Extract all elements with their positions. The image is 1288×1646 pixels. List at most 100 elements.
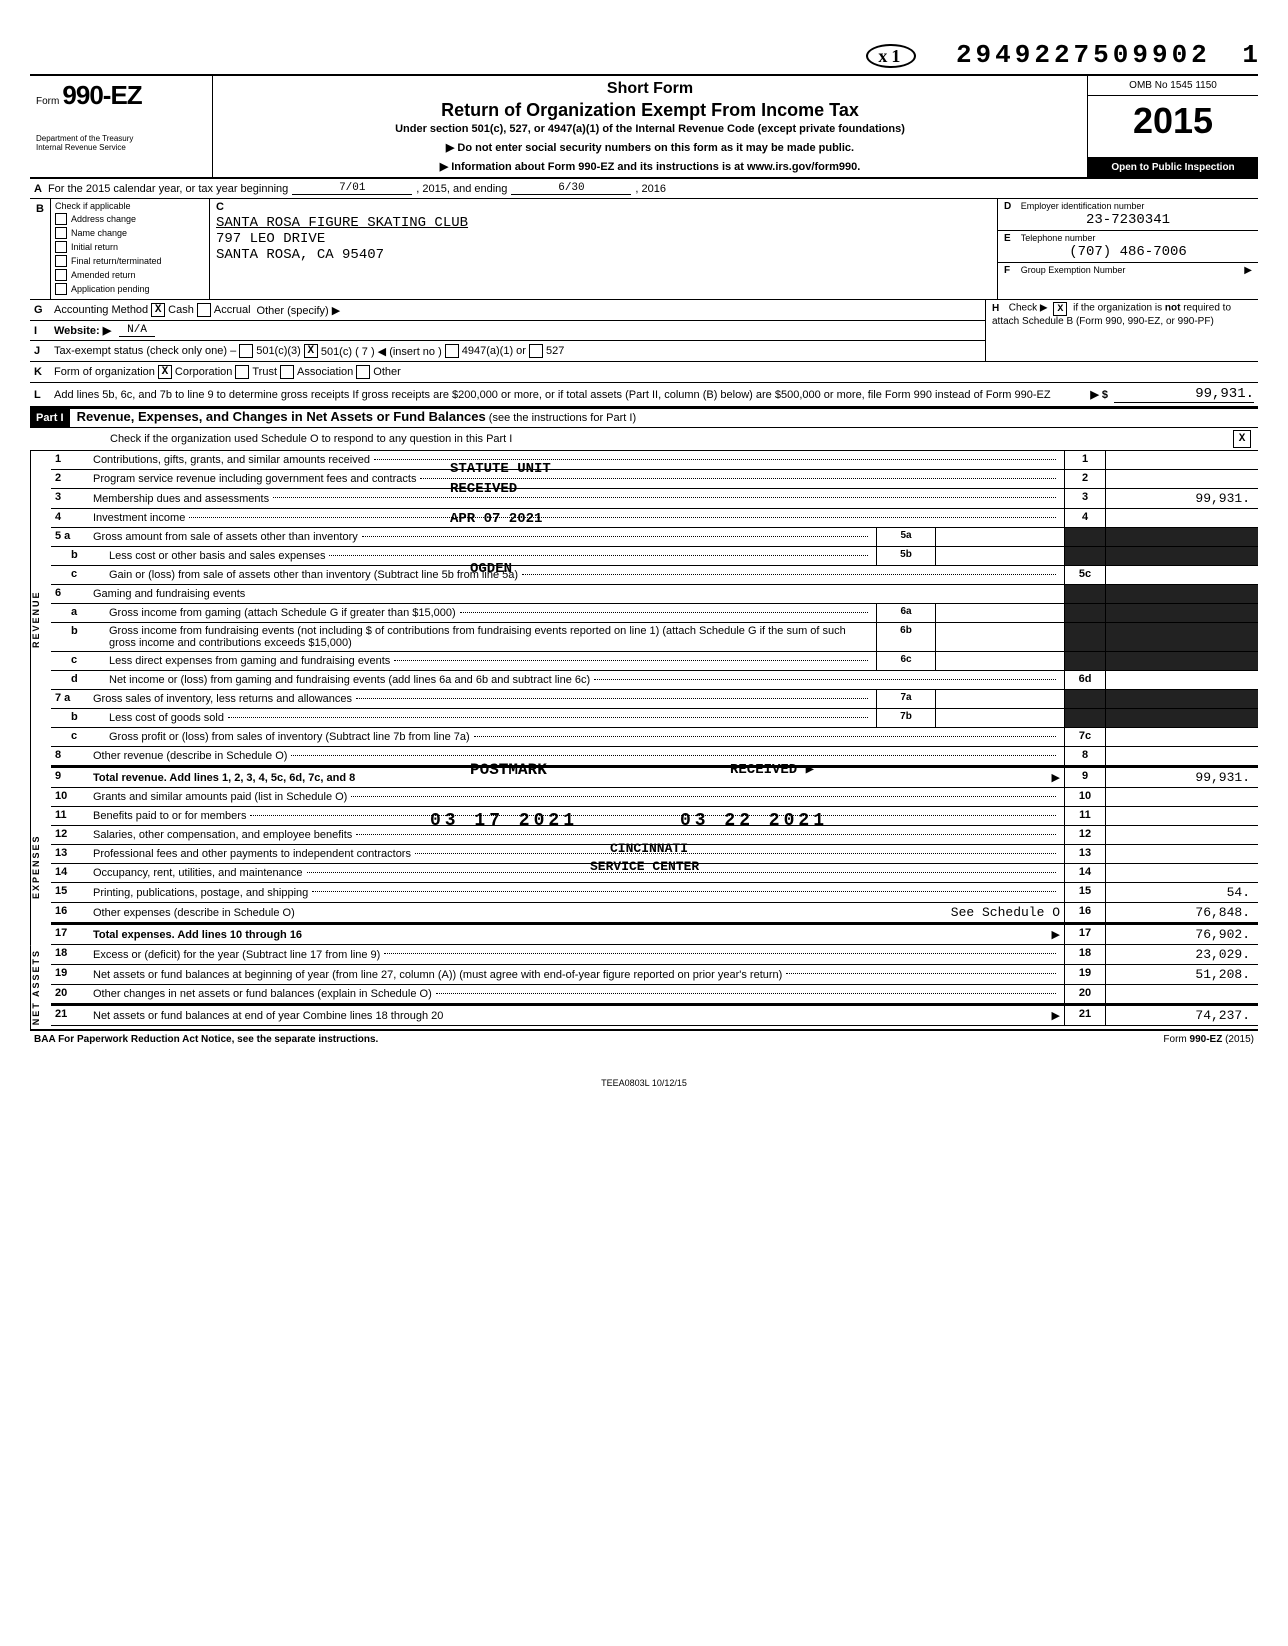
ln6c-sub: 6c [876,652,935,670]
chk-final[interactable] [55,255,67,267]
j-letter: J [34,345,54,357]
chk-501c3[interactable] [239,344,253,358]
l-arrow: ▶ $ [1090,388,1108,401]
ln5a-desc: Gross amount from sale of assets other t… [89,528,876,546]
ln12-val [1105,826,1258,844]
ln8-desc: Other revenue (describe in Schedule O) [89,747,1064,765]
f-arrow: ▶ [1244,265,1252,276]
ln16-desc: Other expenses (describe in Schedule O)S… [89,903,1064,922]
ln5c-val [1105,566,1258,584]
ln5c-desc: Gain or (loss) from sale of assets other… [105,566,1064,584]
ln2-num: 2 [51,470,89,488]
e-label: Telephone number [1021,233,1096,243]
f-label: Group Exemption Number [1021,265,1126,275]
chk-cash[interactable]: X [151,303,165,317]
ln21-val: 74,237. [1105,1006,1258,1025]
chk-527[interactable] [529,344,543,358]
stamp-service: SERVICE CENTER [590,859,699,874]
ln4-num: 4 [51,509,89,527]
ln5b-sub: 5b [876,547,935,565]
opt-cash: Cash [168,304,194,316]
chk-corp[interactable]: X [158,365,172,379]
chk-accrual[interactable] [197,303,211,317]
part1-sub: (see the instructions for Part I) [489,412,636,424]
ln8-val [1105,747,1258,765]
ln5b-shade2 [1105,547,1258,565]
info-line: ▶ Information about Form 990-EZ and its … [219,160,1081,173]
opt-corp: Corporation [175,366,232,378]
col-b-heading: Check if applicable [55,201,205,211]
chk-schedule-b[interactable]: X [1053,302,1067,316]
ln2-val [1105,470,1258,488]
stamp-date2: 03 22 2021 [680,811,828,831]
ln17-num: 17 [51,925,89,944]
row-d: D Employer identification number 23-7230… [998,199,1258,231]
ln21-col: 21 [1064,1006,1105,1025]
rows-gik: G Accounting Method XCash Accrual Other … [30,300,1258,362]
ln7c-val [1105,728,1258,746]
ln6b-sv [935,623,1064,651]
ln15-col: 15 [1064,883,1105,902]
stamp-cincinnati: CINCINNATI [610,841,688,856]
l-letter: L [34,389,54,401]
ln7a-shade [1064,690,1105,708]
ln17-val: 76,902. [1105,925,1258,944]
row-a-text1: For the 2015 calendar year, or tax year … [48,183,288,195]
return-title: Return of Organization Exempt From Incom… [219,100,1081,121]
opt-other-org: Other [373,366,401,378]
ln12-col: 12 [1064,826,1105,844]
org-info-block: B Check if applicable Address change Nam… [30,199,1258,300]
row-a-letter: A [34,183,42,195]
ln7a-desc: Gross sales of inventory, less returns a… [89,690,876,708]
stamp-ogden: OGDEN [470,561,512,577]
ln13-val [1105,845,1258,863]
chk-501c[interactable]: X [304,344,318,358]
ln11-val [1105,807,1258,825]
row-a-text2: , 2015, and ending [416,183,507,195]
ln16-col: 16 [1064,903,1105,922]
year-end: 6/30 [511,182,631,195]
dept-line2: Internal Revenue Service [36,144,206,153]
footer-left: BAA For Paperwork Reduction Act Notice, … [34,1034,378,1045]
h-letter: H [992,303,1006,314]
chk-initial-label: Initial return [71,242,118,252]
ln6a-shade2 [1105,604,1258,622]
chk-initial[interactable] [55,241,67,253]
chk-4947[interactable] [445,344,459,358]
chk-pending[interactable] [55,283,67,295]
row-j: J Tax-exempt status (check only one) – 5… [30,341,985,361]
opt-other: Other (specify) ▶ [257,304,341,317]
opt-assoc: Association [297,366,353,378]
chk-name[interactable] [55,227,67,239]
col-c-letter: C [216,201,224,213]
ln20-num: 20 [51,985,89,1003]
ln21-desc: Net assets or fund balances at end of ye… [89,1006,1064,1025]
ln14-col: 14 [1064,864,1105,882]
ln7a-sv [935,690,1064,708]
chk-pending-label: Application pending [71,284,150,294]
ln6-shade2 [1105,585,1258,603]
row-l: L Add lines 5b, 6c, and 7b to line 9 to … [30,383,1258,407]
chk-address[interactable] [55,213,67,225]
row-f: F Group Exemption Number ▶ [998,263,1258,278]
ln7a-num: 7 a [51,690,89,708]
chk-assoc[interactable] [280,365,294,379]
chk-name-label: Name change [71,228,127,238]
initial-circle: x1 [866,44,916,68]
i-letter: I [34,325,54,337]
ln6a-sv [935,604,1064,622]
chk-schedule-o[interactable]: X [1233,430,1251,448]
year-begin: 7/01 [292,182,412,195]
ln5a-num: 5 a [51,528,89,546]
chk-address-label: Address change [71,214,136,224]
ln6c-desc: Less direct expenses from gaming and fun… [105,652,876,670]
ln6c-shade2 [1105,652,1258,670]
ln3-col: 3 [1064,489,1105,508]
chk-other-org[interactable] [356,365,370,379]
chk-amended[interactable] [55,269,67,281]
chk-trust[interactable] [235,365,249,379]
ln14-val [1105,864,1258,882]
header-title: Short Form Return of Organization Exempt… [213,76,1087,177]
ln5a-shade2 [1105,528,1258,546]
ln10-num: 10 [51,788,89,806]
